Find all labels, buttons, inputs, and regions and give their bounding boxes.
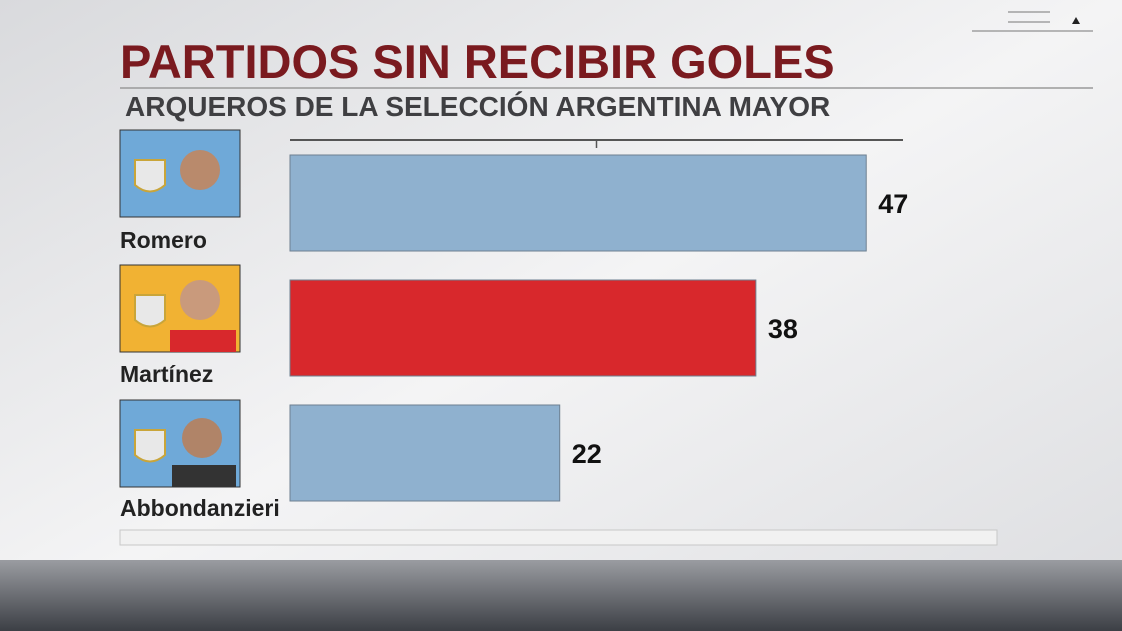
value-label: 47: [878, 189, 908, 219]
afa-shield: [134, 294, 166, 328]
bar: [289, 154, 867, 252]
afa-shield: [134, 429, 166, 463]
category-label: Martínez: [120, 361, 213, 387]
bar: [289, 404, 561, 502]
chart-subtitle: ARQUEROS DE LA SELECCIÓN ARGENTINA MAYOR: [125, 91, 830, 122]
menu-arrow: [1072, 17, 1080, 24]
floor: [0, 560, 1122, 631]
category-label: Romero: [120, 227, 207, 253]
player-shirt: [170, 330, 236, 352]
player-face: [182, 418, 222, 458]
bar: [289, 279, 757, 377]
player-shirt: [172, 465, 236, 487]
afa-shield: [134, 159, 166, 193]
player-face: [180, 150, 220, 190]
chart-title: PARTIDOS SIN RECIBIR GOLES: [120, 35, 835, 88]
player-face: [180, 280, 220, 320]
category-label: Abbondanzieri: [120, 495, 280, 521]
photos: [119, 129, 241, 488]
value-label: 38: [768, 314, 798, 344]
value-label: 22: [572, 439, 602, 469]
shelf: [119, 529, 998, 546]
